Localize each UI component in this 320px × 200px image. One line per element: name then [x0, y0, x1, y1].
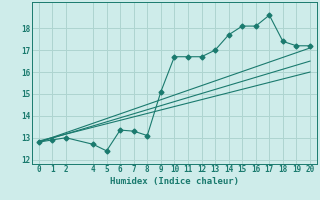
X-axis label: Humidex (Indice chaleur): Humidex (Indice chaleur): [110, 177, 239, 186]
